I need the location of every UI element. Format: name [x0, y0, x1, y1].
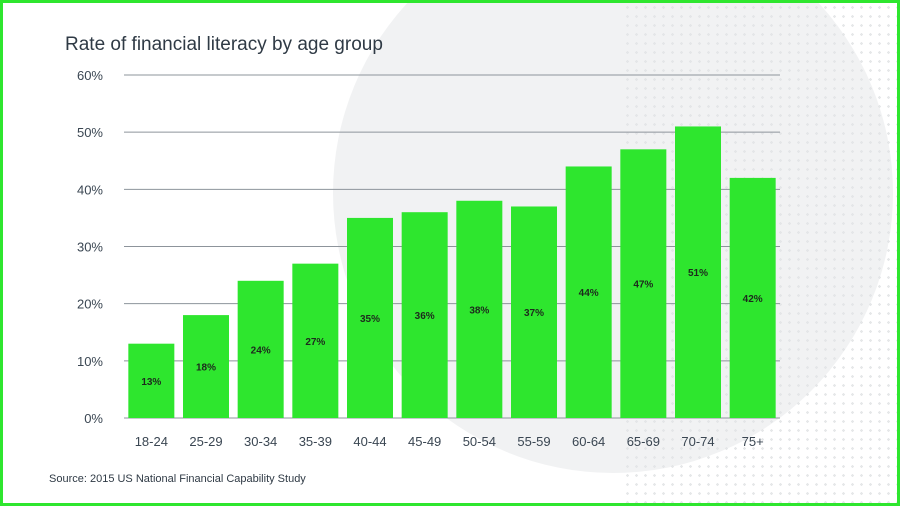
bar-value-label: 51% [688, 268, 708, 279]
bar [456, 200, 503, 418]
bar-value-label: 36% [415, 311, 435, 322]
x-tick-label: 45-49 [408, 434, 441, 449]
bar-value-label: 18% [196, 363, 216, 374]
bar-value-label: 35% [360, 314, 380, 325]
x-tick-label: 55-59 [517, 434, 550, 449]
y-tick-label: 60% [77, 68, 103, 83]
y-tick-label: 40% [77, 182, 103, 197]
bar [292, 263, 339, 418]
bar-value-label: 38% [469, 305, 489, 316]
y-tick-label: 50% [77, 125, 103, 140]
x-tick-label: 70-74 [681, 434, 714, 449]
bar-value-label: 47% [633, 280, 653, 291]
chart-title: Rate of financial literacy by age group [65, 34, 383, 55]
bar [237, 280, 284, 418]
bar-value-label: 37% [524, 308, 544, 319]
x-tick-label: 35-39 [299, 434, 332, 449]
bar-value-label: 44% [579, 288, 599, 299]
y-tick-label: 20% [77, 297, 103, 312]
bar [675, 126, 721, 418]
x-tick-label: 75+ [742, 434, 764, 449]
x-tick-label: 50-54 [463, 434, 496, 449]
x-tick-label: 65-69 [627, 434, 660, 449]
bar [183, 315, 229, 418]
bar-chart: 0% 10% 20% 30% 40% 50% 60% 13% 18-24 18% 25-29 24% 3… [77, 68, 780, 449]
bar [347, 217, 393, 418]
x-tick-label: 18-24 [135, 434, 168, 449]
bar [511, 206, 557, 418]
y-tick-label: 0% [84, 411, 103, 426]
bar [620, 149, 667, 419]
y-tick-label: 30% [77, 240, 103, 255]
bar [128, 343, 175, 418]
x-tick-label: 40-44 [353, 434, 386, 449]
bar-value-label: 27% [305, 337, 325, 348]
x-tick-label: 30-34 [244, 434, 277, 449]
y-tick-label: 10% [77, 354, 103, 369]
x-tick-label: 60-64 [572, 434, 605, 449]
bar [729, 177, 776, 418]
x-tick-label: 25-29 [189, 434, 222, 449]
source-note: Source: 2015 US National Financial Capab… [49, 473, 306, 485]
bar-value-label: 42% [743, 294, 763, 305]
bar [565, 166, 612, 418]
bar-value-label: 13% [141, 377, 161, 388]
bar-value-label: 24% [251, 345, 271, 356]
bar [401, 212, 448, 418]
